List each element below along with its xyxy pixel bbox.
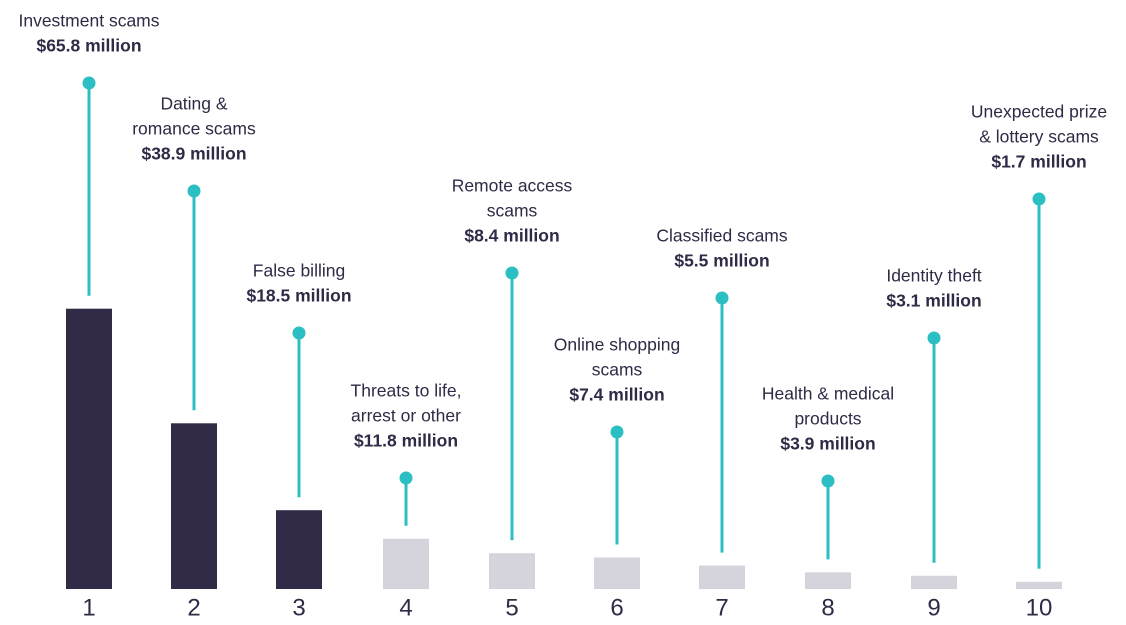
x-tick-label: 3 — [292, 594, 305, 621]
category-name: Health & medical — [762, 384, 894, 404]
category-name: & lottery scams — [979, 127, 1099, 147]
value-label: $11.8 million — [354, 431, 458, 451]
bar — [171, 423, 217, 589]
bar — [489, 553, 535, 589]
pin-dot — [715, 291, 729, 305]
category-name: Unexpected prize — [971, 102, 1107, 122]
pin-dot — [1032, 192, 1046, 206]
category-name: arrest or other — [351, 406, 461, 426]
bar — [276, 510, 322, 589]
value-label: $7.4 million — [569, 385, 664, 405]
value-label: $1.7 million — [991, 152, 1086, 172]
x-tick-label: 2 — [187, 594, 200, 621]
pin-dot — [821, 474, 835, 488]
category-name: Remote access — [452, 176, 573, 196]
category-name: False billing — [253, 261, 345, 281]
bar — [699, 565, 745, 589]
category-name: romance scams — [132, 119, 256, 139]
bar — [1016, 581, 1062, 589]
value-label: $3.9 million — [780, 434, 875, 454]
category-name: Dating & — [160, 94, 227, 114]
pin-dot — [927, 331, 941, 345]
bar — [805, 572, 851, 589]
x-tick-label: 7 — [715, 594, 728, 621]
value-label: $65.8 million — [36, 36, 141, 56]
value-label: $5.5 million — [674, 251, 769, 271]
category-name: Identity theft — [886, 266, 981, 286]
value-label: $3.1 million — [886, 291, 981, 311]
x-tick-label: 8 — [821, 594, 834, 621]
x-tick-label: 1 — [82, 594, 95, 621]
x-tick-label: 5 — [505, 594, 518, 621]
category-name: Online shopping — [554, 335, 680, 355]
pin-dot — [399, 471, 413, 485]
x-tick-label: 9 — [927, 594, 940, 621]
bar — [911, 575, 957, 589]
category-name: products — [794, 409, 861, 429]
value-label: $38.9 million — [141, 144, 246, 164]
x-tick-label: 4 — [399, 594, 412, 621]
x-tick-label: 6 — [610, 594, 623, 621]
bar — [383, 538, 429, 589]
pin-dot — [82, 76, 96, 90]
category-name: Classified scams — [656, 226, 788, 246]
x-tick-label: 10 — [1026, 594, 1053, 621]
bar — [66, 308, 112, 589]
pin-dot — [610, 425, 624, 439]
bar — [594, 557, 640, 589]
pin-dot — [292, 326, 306, 340]
category-name: scams — [592, 360, 643, 380]
category-name: scams — [487, 201, 538, 221]
value-label: $8.4 million — [464, 226, 559, 246]
pin-dot — [505, 266, 519, 280]
category-name: Investment scams — [18, 11, 159, 31]
pin-dot — [187, 184, 201, 198]
value-label: $18.5 million — [246, 286, 351, 306]
category-name: Threats to life, — [351, 381, 462, 401]
